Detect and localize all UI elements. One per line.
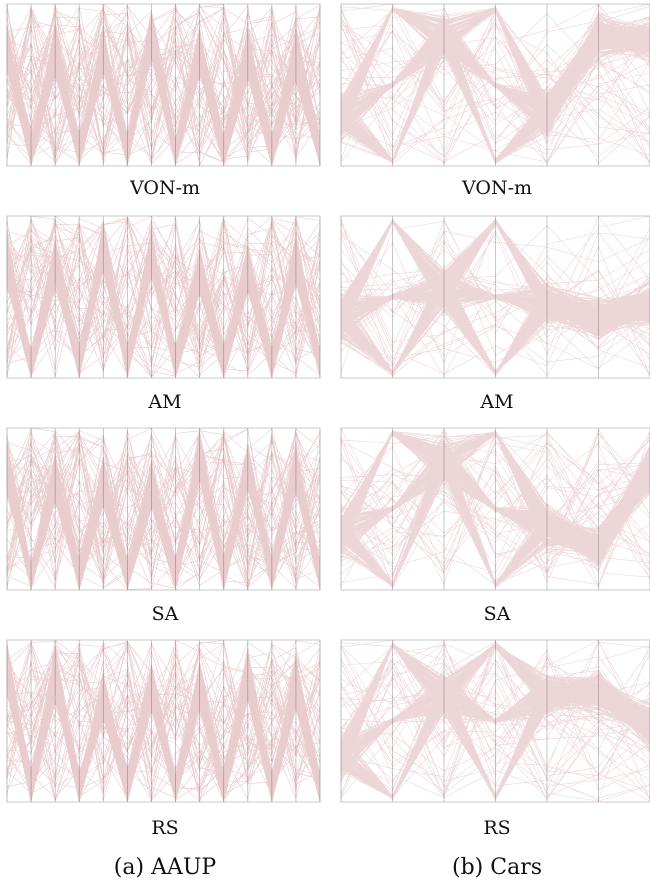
row-label-am-right: AM [480, 391, 514, 413]
panel-cars-rs [340, 639, 650, 803]
data-polylines [340, 427, 650, 589]
panel-aaup-am [6, 215, 321, 379]
caption-aaup: (a) AAUP [113, 855, 217, 880]
row-label-rs-right: RS [483, 817, 511, 839]
row-label-von-m-left: VON-m [129, 177, 201, 199]
row-label-am-left: AM [148, 391, 182, 413]
row-label-rs-left: RS [151, 817, 179, 839]
caption-cars: (b) Cars [452, 855, 542, 880]
panel-cars-sa [340, 427, 650, 591]
data-polylines [6, 639, 321, 803]
row-label-sa-left: SA [151, 603, 179, 625]
row-label-sa-right: SA [483, 603, 511, 625]
panel-aaup-von-m [6, 3, 321, 167]
data-polylines [6, 427, 321, 591]
panel-aaup-sa [6, 427, 321, 591]
panel-cars-von-m [340, 3, 650, 167]
panel-aaup-rs [6, 639, 321, 803]
row-label-von-m-right: VON-m [461, 177, 533, 199]
data-polylines [340, 639, 650, 802]
data-polylines [340, 215, 650, 377]
data-polylines [340, 3, 650, 165]
data-polylines [6, 215, 321, 379]
data-polylines [6, 3, 321, 167]
panel-cars-am [340, 215, 650, 379]
